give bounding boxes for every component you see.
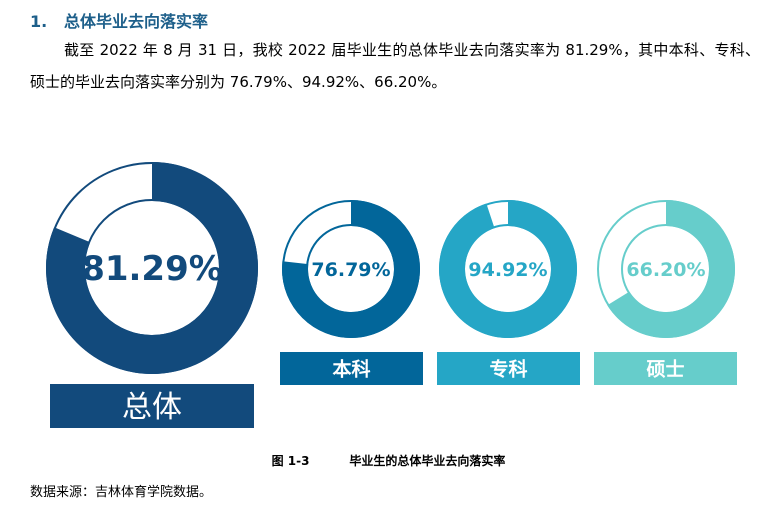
category-label-box xyxy=(594,352,737,385)
heading-title: 总体毕业去向落实率 xyxy=(64,12,209,31)
data-source: 数据来源：吉林体育学院数据。 xyxy=(30,485,213,500)
donut-value-label: 94.92% xyxy=(468,259,547,281)
category-label: 专科 xyxy=(489,357,527,380)
donut-value-label: 76.79% xyxy=(311,259,390,281)
donut-value-label: 66.20% xyxy=(626,259,705,281)
donut-value-label: 81.29% xyxy=(81,249,223,289)
donut-slice-总体 xyxy=(45,162,258,374)
category-label-box xyxy=(50,384,254,428)
category-label: 硕士 xyxy=(646,358,684,380)
caption-number: 图 1-3 xyxy=(271,454,310,468)
caption-title: 毕业生的总体毕业去向落实率 xyxy=(349,454,506,468)
donut-slice-专科 xyxy=(439,200,577,338)
section-heading: 1. 总体毕业去向落实率 xyxy=(30,8,208,32)
category-label: 本科 xyxy=(332,357,370,380)
category-label: 总体 xyxy=(122,390,182,425)
donut-slice-本科 xyxy=(282,200,420,338)
figure-caption: 图 1-3 毕业生的总体毕业去向落实率 xyxy=(0,452,777,469)
category-label-box xyxy=(437,352,580,385)
summary-paragraph: 截至 2022 年 8 月 31 日，我校 2022 届毕业生的总体毕业去向落实… xyxy=(30,41,760,91)
donut-chart: 81.29% 总体 76.79% 本科 94.92% 专科 66.20% 硕士 xyxy=(45,162,737,428)
donut-slice-硕士 xyxy=(607,200,735,338)
heading-number: 1. xyxy=(30,12,48,31)
category-label-box xyxy=(280,352,423,385)
